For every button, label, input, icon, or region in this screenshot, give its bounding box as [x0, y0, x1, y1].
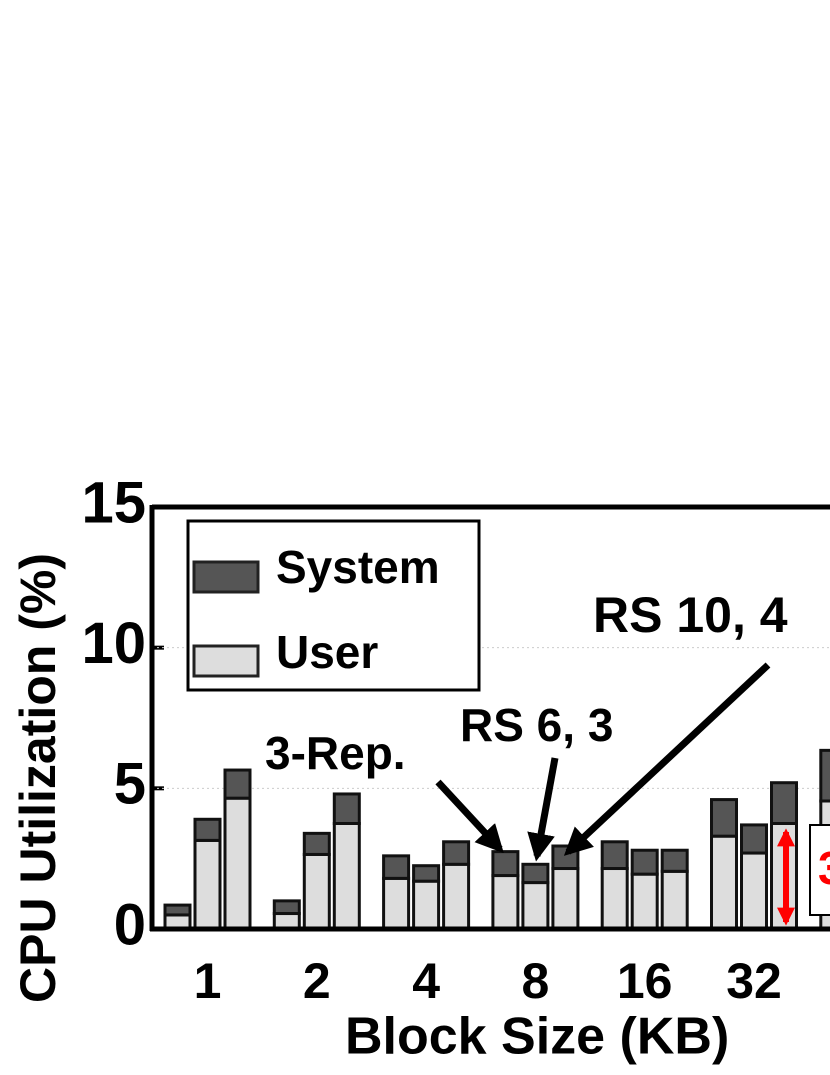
bar-segment — [740, 851, 768, 931]
annotation: 3 — [818, 842, 830, 894]
bar-segment — [660, 869, 689, 931]
bar-segment — [382, 854, 411, 880]
annotation: RS 10, 4 — [593, 587, 788, 643]
bar-segment — [302, 831, 331, 856]
annotation: 3-Rep. — [265, 727, 406, 779]
legend-label: System — [276, 541, 440, 593]
annotation: RS 6, 3 — [460, 699, 613, 751]
y-tick-label: 0 — [114, 892, 146, 957]
legend: System User — [186, 519, 481, 692]
bar-segment — [193, 817, 222, 842]
x-tick-label: 16 — [617, 953, 673, 1009]
bar-segment — [521, 881, 550, 931]
legend-swatch — [192, 644, 260, 678]
bar-segment — [630, 872, 659, 931]
annotation-arrow — [563, 662, 771, 856]
bar-segment — [740, 823, 768, 855]
x-tick-label: 2 — [303, 953, 331, 1009]
bar-segment — [551, 867, 580, 931]
y-axis-label: CPU Utilization (%) — [10, 553, 66, 1003]
bar-segment — [521, 862, 550, 885]
bar-segment — [193, 838, 222, 931]
annotation-box — [809, 824, 830, 916]
bar-segment — [819, 748, 830, 803]
bar-segment — [600, 840, 629, 871]
bar-segment — [630, 848, 659, 876]
bar-segment — [660, 848, 689, 873]
annotation-arrow — [435, 779, 504, 854]
y-tick-label: 10 — [81, 611, 146, 676]
y-tick-label: 5 — [114, 752, 146, 817]
bar-segment — [412, 864, 441, 883]
bar-segment — [382, 876, 411, 931]
x-tick-label: 32 — [726, 953, 782, 1009]
bar-segment — [770, 781, 798, 825]
bar-segment — [600, 867, 629, 931]
legend-swatch — [192, 560, 260, 594]
x-tick-label: 4 — [412, 953, 440, 1009]
annotation-arrow — [527, 757, 559, 862]
bar-segment — [223, 768, 252, 800]
x-tick-label: 8 — [521, 953, 549, 1009]
bar-segment — [491, 850, 520, 878]
bar-segment — [710, 798, 738, 838]
bar-segment — [163, 903, 192, 917]
bar-segment — [442, 862, 471, 931]
x-axis-label: Block Size (KB) — [345, 1008, 729, 1066]
legend-label: User — [276, 626, 378, 678]
bar-segment — [491, 874, 520, 931]
bar-segment — [332, 792, 361, 826]
bar-segment — [223, 796, 252, 931]
bar-segment — [442, 840, 471, 866]
x-tick-label: 1 — [194, 953, 222, 1009]
bar-segment — [710, 834, 738, 931]
bar-segment — [272, 899, 301, 916]
bar-segment — [332, 822, 361, 931]
bar-segment — [302, 852, 331, 931]
y-tick-label: 15 — [81, 470, 146, 535]
bar-segment — [412, 879, 441, 931]
